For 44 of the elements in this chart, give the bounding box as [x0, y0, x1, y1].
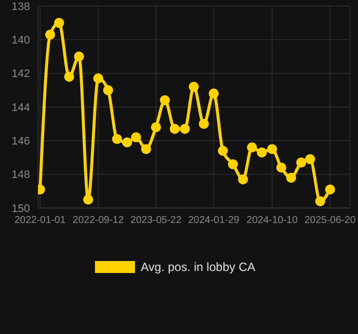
- x-tick-label: 2024-10-10: [246, 215, 298, 226]
- y-tick-label: 150: [12, 202, 30, 215]
- point: [315, 196, 326, 206]
- point: [218, 146, 228, 156]
- point: [296, 158, 306, 168]
- point: [198, 118, 209, 129]
- point: [188, 82, 199, 92]
- point: [83, 194, 94, 205]
- x-tick-label: 2025-06-20: [304, 215, 356, 226]
- y-tick-label: 142: [12, 68, 30, 80]
- point: [141, 144, 152, 154]
- point: [276, 162, 286, 173]
- legend-label: Avg. pos. in lobby CA: [140, 260, 256, 274]
- point: [170, 124, 180, 134]
- point: [112, 134, 122, 144]
- x-tick-label: 2024-01-29: [188, 215, 240, 226]
- point: [103, 85, 114, 96]
- point: [122, 137, 132, 148]
- point: [256, 147, 267, 158]
- point: [246, 142, 257, 152]
- point: [150, 122, 161, 132]
- point: [286, 172, 296, 183]
- point: [54, 18, 64, 28]
- y-tick-label: 140: [12, 34, 30, 47]
- point: [208, 88, 219, 99]
- point: [93, 73, 104, 84]
- x-tick-label: 2022-09-12: [72, 215, 124, 226]
- point: [325, 184, 336, 194]
- x-tick-label: 2022-01-01: [14, 215, 66, 226]
- point: [238, 174, 248, 184]
- point: [160, 95, 170, 106]
- y-tick-label: 144: [12, 102, 30, 114]
- point: [305, 154, 316, 164]
- x-tick-label: 2023-05-22: [130, 215, 182, 226]
- point: [267, 144, 278, 154]
- point: [131, 132, 142, 142]
- y-tick-label: 138: [12, 0, 30, 13]
- point: [74, 52, 84, 62]
- point: [228, 159, 238, 170]
- y-tick-label: 148: [12, 169, 30, 182]
- point: [64, 72, 74, 82]
- point: [45, 30, 56, 40]
- y-tick-label: 146: [12, 136, 30, 148]
- point: [180, 124, 190, 134]
